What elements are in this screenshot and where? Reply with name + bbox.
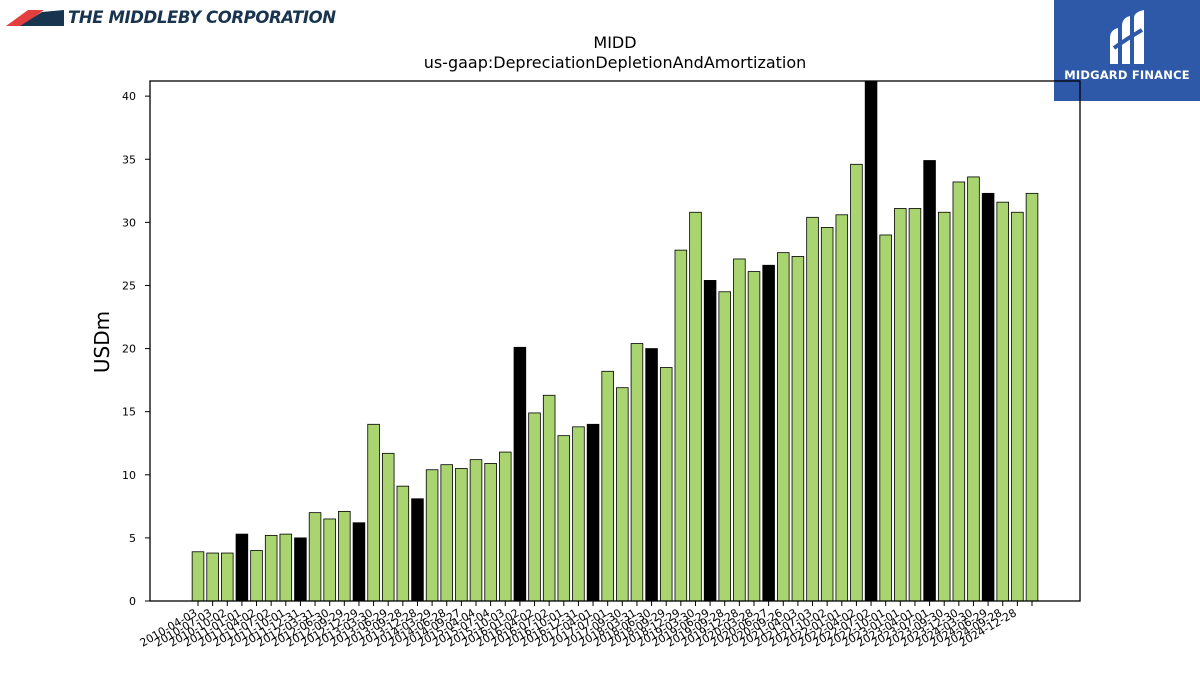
bar: [235, 533, 249, 602]
chart-title: MIDD: [593, 33, 636, 52]
bar: [733, 258, 746, 602]
bar: [864, 80, 878, 602]
bar: [747, 271, 761, 602]
y-tick-label: 30: [122, 216, 136, 229]
bar: [425, 469, 439, 602]
y-tick-label: 10: [122, 469, 136, 482]
brand-logo: MIDGARD FINANCE: [1054, 0, 1200, 101]
bar: [586, 423, 600, 602]
bar: [250, 550, 263, 602]
bar: [396, 485, 410, 602]
brand-logo-text: MIDGARD FINANCE: [1064, 68, 1190, 82]
bar: [689, 211, 702, 602]
bar: [791, 256, 805, 602]
bar: [879, 234, 892, 602]
bar: [440, 464, 453, 602]
bar: [469, 459, 483, 602]
company-logo-mark-icon: [6, 10, 64, 26]
bar: [645, 348, 658, 602]
y-tick-label: 35: [122, 153, 136, 166]
bar: [894, 208, 907, 602]
midgard-m-logo-icon: [1110, 10, 1144, 64]
bars-group: [191, 80, 1039, 602]
company-logo: THE MIDDLEBY CORPORATION: [6, 4, 336, 30]
bar: [542, 394, 556, 602]
bar: [996, 201, 1009, 602]
bar: [616, 387, 629, 602]
bar: [762, 264, 775, 602]
bar: [572, 426, 585, 602]
bar: [308, 512, 322, 602]
y-tick-label: 5: [129, 532, 136, 545]
bar: [499, 451, 512, 602]
chart-subtitle: us-gaap:DepreciationDepletionAndAmortiza…: [424, 53, 807, 72]
bar: [411, 498, 424, 602]
y-tick-label: 20: [122, 343, 136, 356]
bar: [908, 208, 922, 602]
bar: [835, 214, 849, 602]
bar: [206, 552, 219, 602]
bar: [191, 551, 205, 602]
plot-frame: [149, 80, 1081, 602]
bar: [952, 181, 966, 602]
bar: [264, 534, 278, 602]
bar: [981, 192, 995, 602]
bar: [777, 252, 790, 602]
y-axis: 0 5 10 15 20 25 30 35 40: [122, 90, 150, 608]
bar: [601, 370, 614, 602]
bar: [323, 518, 336, 602]
y-tick-label: 25: [122, 279, 136, 292]
bar: [630, 343, 644, 602]
bar: [557, 435, 571, 602]
bar: [1011, 211, 1024, 602]
bar: [279, 533, 293, 602]
company-logo-text: THE MIDDLEBY CORPORATION: [68, 7, 336, 27]
bar: [367, 423, 380, 602]
bar: [806, 216, 819, 602]
bar: [820, 227, 834, 602]
y-tick-label: 0: [129, 595, 136, 608]
bar: [674, 249, 688, 602]
bar: [381, 452, 395, 602]
bar: [718, 291, 731, 602]
y-axis-label: USDm: [90, 311, 114, 373]
bar: [221, 552, 234, 602]
bar: [659, 367, 673, 602]
bar: [1025, 192, 1039, 602]
bar: [352, 522, 366, 602]
bar: [528, 412, 541, 602]
bar: [703, 280, 717, 602]
y-tick-label: 15: [122, 406, 136, 419]
bar: [923, 160, 936, 602]
bar: [937, 211, 951, 602]
bar: [338, 510, 351, 602]
bar: [294, 537, 307, 602]
bar: [967, 176, 980, 602]
x-axis: 2010-04-032010-07-032010-10-022011-01-01…: [138, 601, 1033, 650]
bar: [484, 463, 497, 602]
y-tick-label: 40: [122, 90, 136, 103]
bar: [513, 346, 527, 602]
bar: [455, 468, 468, 602]
bar: [850, 163, 863, 602]
